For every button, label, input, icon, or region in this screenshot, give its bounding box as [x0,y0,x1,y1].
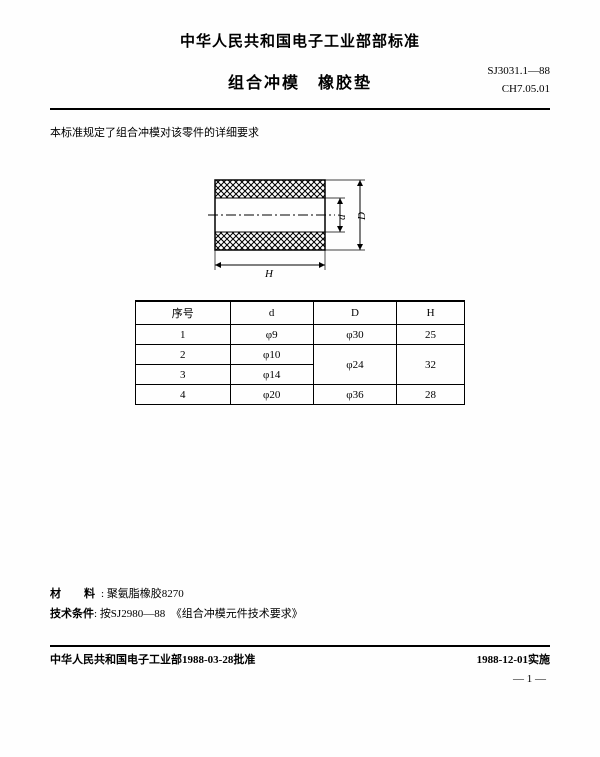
material-label: 材 料 [50,588,101,600]
tech-value: 按SJ2980—88 《组合冲模元件技术要求》 [100,608,303,620]
dimension-table: 序号 d D H 1 φ9 φ30 25 2 φ10 φ24 32 3 φ14 [135,300,465,405]
header-row: 组合冲模 橡胶垫 SJ3031.1—88 CH7.05.01 [50,63,550,98]
intro-text: 本标准规定了组合冲模对该零件的详细要求 [50,124,550,140]
dim-d-label: d [336,214,348,220]
document-title: 组合冲模 橡胶垫 [140,69,460,93]
material-value: 聚氨脂橡胶8270 [107,588,184,600]
col-d: d [230,301,313,325]
cell-H: 28 [397,385,465,405]
table-header-row: 序号 d D H [136,301,465,325]
dim-D-label: D [356,212,368,221]
table-row: 4 φ20 φ36 28 [136,385,465,405]
cell-d: φ14 [230,365,313,385]
cell-H: 25 [397,325,465,345]
tech-label: 技术条件 [50,608,94,620]
cell-no: 2 [136,345,231,365]
standard-org: 中华人民共和国电子工业部部标准 [50,30,550,51]
dim-H-label: H [264,268,274,280]
code-sj: SJ3031.1—88 [460,63,550,81]
col-no: 序号 [136,301,231,325]
header-rule [50,108,550,110]
cell-D: φ30 [313,325,396,345]
approval-date: 中华人民共和国电子工业部1988-03-28批准 [50,651,255,667]
page-number: — 1 — [50,673,550,685]
col-D: D [313,301,396,325]
table-row: 2 φ10 φ24 32 [136,345,465,365]
cell-d: φ20 [230,385,313,405]
cell-d: φ10 [230,345,313,365]
cell-D: φ24 [313,345,396,385]
footer-row: 中华人民共和国电子工业部1988-03-28批准 1988-12-01实施 [50,651,550,667]
cell-D: φ36 [313,385,396,405]
cell-H: 32 [397,345,465,385]
standard-codes: SJ3031.1—88 CH7.05.01 [460,63,550,98]
cell-no: 1 [136,325,231,345]
spec-block: 材 料: 聚氨脂橡胶8270 技术条件: 按SJ2980—88 《组合冲模元件技… [50,585,550,625]
col-H: H [397,301,465,325]
tech-line: 技术条件: 按SJ2980—88 《组合冲模元件技术要求》 [50,605,550,625]
part-diagram: d D H [200,170,400,280]
effective-date: 1988-12-01实施 [477,651,550,667]
code-ch: CH7.05.01 [460,81,550,99]
material-line: 材 料: 聚氨脂橡胶8270 [50,585,550,605]
cell-no: 3 [136,365,231,385]
cell-d: φ9 [230,325,313,345]
footer-rule [50,645,550,647]
cell-no: 4 [136,385,231,405]
table-row: 1 φ9 φ30 25 [136,325,465,345]
